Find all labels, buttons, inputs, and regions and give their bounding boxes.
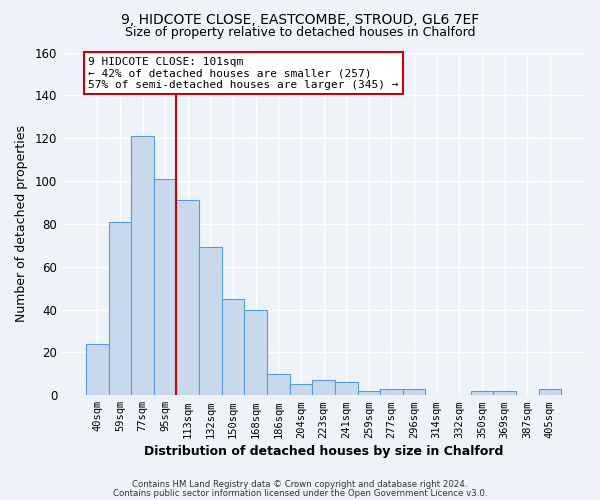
Bar — [86, 344, 109, 395]
Text: 9, HIDCOTE CLOSE, EASTCOMBE, STROUD, GL6 7EF: 9, HIDCOTE CLOSE, EASTCOMBE, STROUD, GL6… — [121, 12, 479, 26]
Text: Contains public sector information licensed under the Open Government Licence v3: Contains public sector information licen… — [113, 489, 487, 498]
Bar — [176, 200, 199, 395]
Bar — [539, 389, 561, 395]
Bar — [267, 374, 290, 395]
Bar — [131, 136, 154, 395]
Bar — [109, 222, 131, 395]
Bar — [358, 391, 380, 395]
Bar — [244, 310, 267, 395]
Text: Size of property relative to detached houses in Chalford: Size of property relative to detached ho… — [125, 26, 475, 39]
Bar — [493, 391, 516, 395]
Bar — [312, 380, 335, 395]
X-axis label: Distribution of detached houses by size in Chalford: Distribution of detached houses by size … — [144, 444, 503, 458]
Text: 9 HIDCOTE CLOSE: 101sqm
← 42% of detached houses are smaller (257)
57% of semi-d: 9 HIDCOTE CLOSE: 101sqm ← 42% of detache… — [88, 57, 399, 90]
Y-axis label: Number of detached properties: Number of detached properties — [15, 126, 28, 322]
Bar — [380, 389, 403, 395]
Bar — [199, 248, 222, 395]
Text: Contains HM Land Registry data © Crown copyright and database right 2024.: Contains HM Land Registry data © Crown c… — [132, 480, 468, 489]
Bar — [290, 384, 312, 395]
Bar — [222, 299, 244, 395]
Bar — [471, 391, 493, 395]
Bar — [154, 179, 176, 395]
Bar — [403, 389, 425, 395]
Bar — [335, 382, 358, 395]
